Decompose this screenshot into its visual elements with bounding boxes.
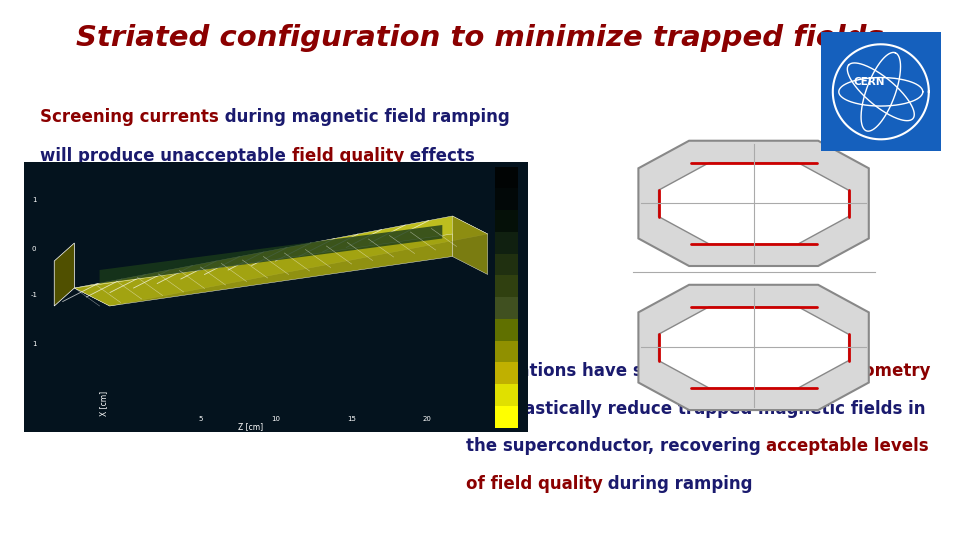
Bar (495, 341, 518, 362)
Polygon shape (638, 141, 869, 266)
Polygon shape (452, 216, 488, 274)
Text: acceptable levels: acceptable levels (766, 437, 928, 455)
Text: the superconductor, recovering: the superconductor, recovering (466, 437, 766, 455)
Text: 20: 20 (422, 416, 432, 422)
Text: of field quality: of field quality (466, 475, 603, 493)
Text: CERN: CERN (853, 77, 884, 87)
Text: 0: 0 (32, 246, 36, 252)
Text: 10: 10 (272, 416, 280, 422)
Text: during magnetic field ramping: during magnetic field ramping (219, 108, 510, 126)
Text: Z [cm]: Z [cm] (238, 422, 263, 431)
Polygon shape (659, 307, 849, 388)
Text: effects: effects (404, 147, 475, 165)
Text: will produce unacceptable: will produce unacceptable (40, 147, 292, 165)
Text: 15: 15 (348, 416, 356, 422)
Polygon shape (54, 243, 75, 306)
Text: 5: 5 (198, 416, 203, 422)
Text: Screening currents: Screening currents (40, 108, 219, 126)
Text: 1: 1 (32, 198, 36, 204)
Text: 1: 1 (32, 341, 36, 347)
Bar (495, 232, 518, 253)
Bar (495, 384, 518, 406)
Text: -1: -1 (31, 292, 37, 298)
Text: striated geometry: striated geometry (760, 362, 930, 380)
Text: during ramping: during ramping (603, 475, 753, 493)
Polygon shape (75, 234, 452, 306)
Text: field quality: field quality (292, 147, 404, 165)
Bar (495, 406, 518, 428)
Bar (495, 166, 518, 188)
Polygon shape (659, 163, 849, 244)
Bar (495, 297, 518, 319)
Bar (495, 275, 518, 297)
Bar (495, 253, 518, 275)
Polygon shape (75, 216, 488, 306)
Text: Striated configuration to minimize trapped fields: Striated configuration to minimize trapp… (76, 24, 884, 52)
Bar (495, 362, 518, 384)
Text: X [cm]: X [cm] (100, 390, 108, 416)
Bar (495, 210, 518, 232)
Polygon shape (100, 225, 443, 284)
Bar (495, 188, 518, 210)
Text: Simulations have shown that a: Simulations have shown that a (466, 362, 760, 380)
Bar (495, 319, 518, 341)
Polygon shape (638, 285, 869, 410)
FancyBboxPatch shape (821, 32, 941, 151)
Text: will drastically reduce trapped magnetic fields in: will drastically reduce trapped magnetic… (466, 400, 925, 417)
